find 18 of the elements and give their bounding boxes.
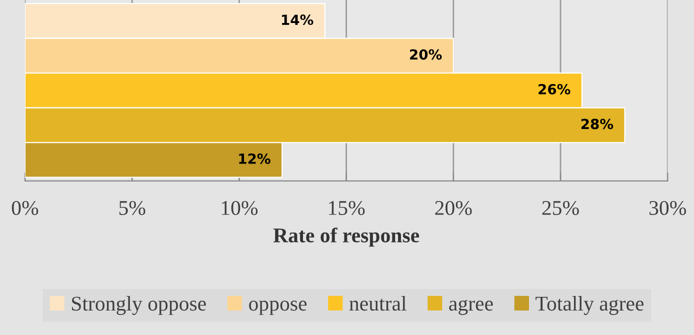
x-tick-label: 0% (12, 200, 38, 216)
legend-label: oppose (249, 300, 307, 315)
x-tick-label: 30% (650, 200, 686, 216)
data-label: 26% (538, 84, 570, 94)
legend-label: Strongly oppose (72, 296, 206, 315)
x-tick-label: 10% (222, 200, 258, 216)
x-axis-title: Rate of response (273, 228, 420, 247)
data-label: 28% (581, 118, 614, 130)
data-label: 20% (410, 49, 442, 60)
legend-label: agree (449, 300, 493, 315)
legend-label: neutral (349, 296, 406, 311)
x-tick-label: 15% (329, 200, 365, 216)
x-tick-label: 5% (119, 200, 146, 216)
data-label: 12% (239, 153, 270, 164)
x-tick-label: 20% (435, 200, 472, 216)
legend-label: Totally agree (536, 296, 644, 315)
data-label: 14% (282, 14, 314, 26)
x-tick-label: 25% (542, 200, 579, 216)
